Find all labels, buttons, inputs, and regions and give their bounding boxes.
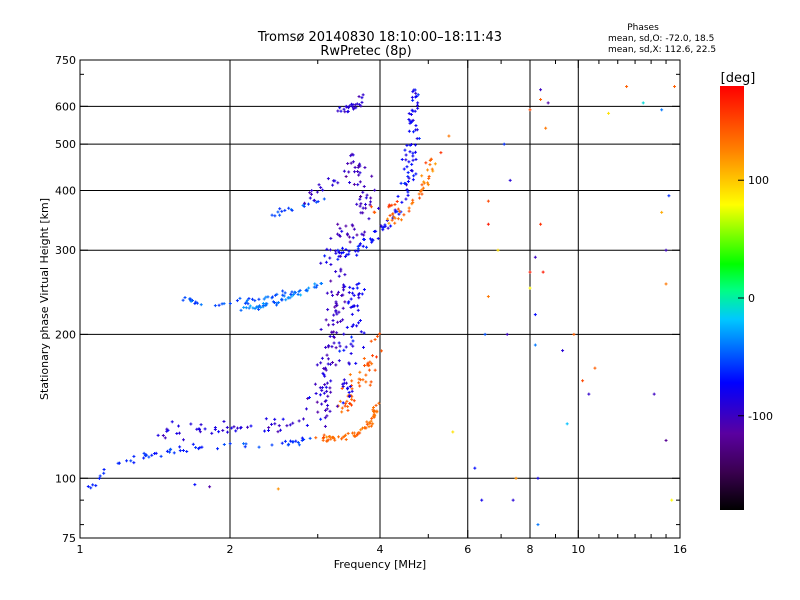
y-tick-label: 600 xyxy=(55,100,76,113)
x-axis-label: Frequency [MHz] xyxy=(334,558,426,571)
phases-mean-o: mean, sd,O: -72.0, 18.5 xyxy=(608,34,714,44)
x-tick-label: 10 xyxy=(571,543,585,556)
x-tick-label: 8 xyxy=(527,543,534,556)
data-points xyxy=(86,85,677,527)
y-tick-label: 75 xyxy=(62,532,76,545)
y-axis-label: Stationary phase Virtual Height [km] xyxy=(38,198,51,400)
colorbar-tick-label: 100 xyxy=(748,174,769,187)
colorbar-tick-label: 0 xyxy=(748,292,755,305)
chart-title: Tromsø 20140830 18:10:00–18:11:43 xyxy=(257,30,502,45)
y-tick-label: 100 xyxy=(55,472,76,485)
grid-lines xyxy=(80,60,680,538)
colorbar-ticks: 100 0 -100 xyxy=(738,174,773,423)
x-axis: 1 2 4 6 8 10 16 xyxy=(77,60,687,556)
colorbar-tick-label: -100 xyxy=(748,410,773,423)
y-tick-label: 400 xyxy=(55,184,76,197)
colorbar: [deg] 100 0 -100 xyxy=(720,71,773,510)
y-tick-label: 750 xyxy=(55,54,76,67)
x-tick-label: 1 xyxy=(77,543,84,556)
phases-summary: Phases mean, sd,O: -72.0, 18.5 mean, sd,… xyxy=(608,23,716,55)
x-tick-label: 6 xyxy=(464,543,471,556)
x-tick-label: 2 xyxy=(227,543,234,556)
colorbar-label: [deg] xyxy=(721,71,756,86)
phases-mean-x: mean, sd,X: 112.6, 22.5 xyxy=(608,45,716,55)
phases-title: Phases xyxy=(627,23,659,33)
x-tick-label: 4 xyxy=(377,543,384,556)
x-tick-label: 16 xyxy=(673,543,687,556)
y-tick-label: 200 xyxy=(55,328,76,341)
y-axis: 75 100 200 300 400 500 600 750 xyxy=(55,54,680,545)
y-tick-label: 500 xyxy=(55,138,76,151)
y-tick-label: 300 xyxy=(55,244,76,257)
chart-subtitle: RwPretec (8p) xyxy=(320,44,411,59)
